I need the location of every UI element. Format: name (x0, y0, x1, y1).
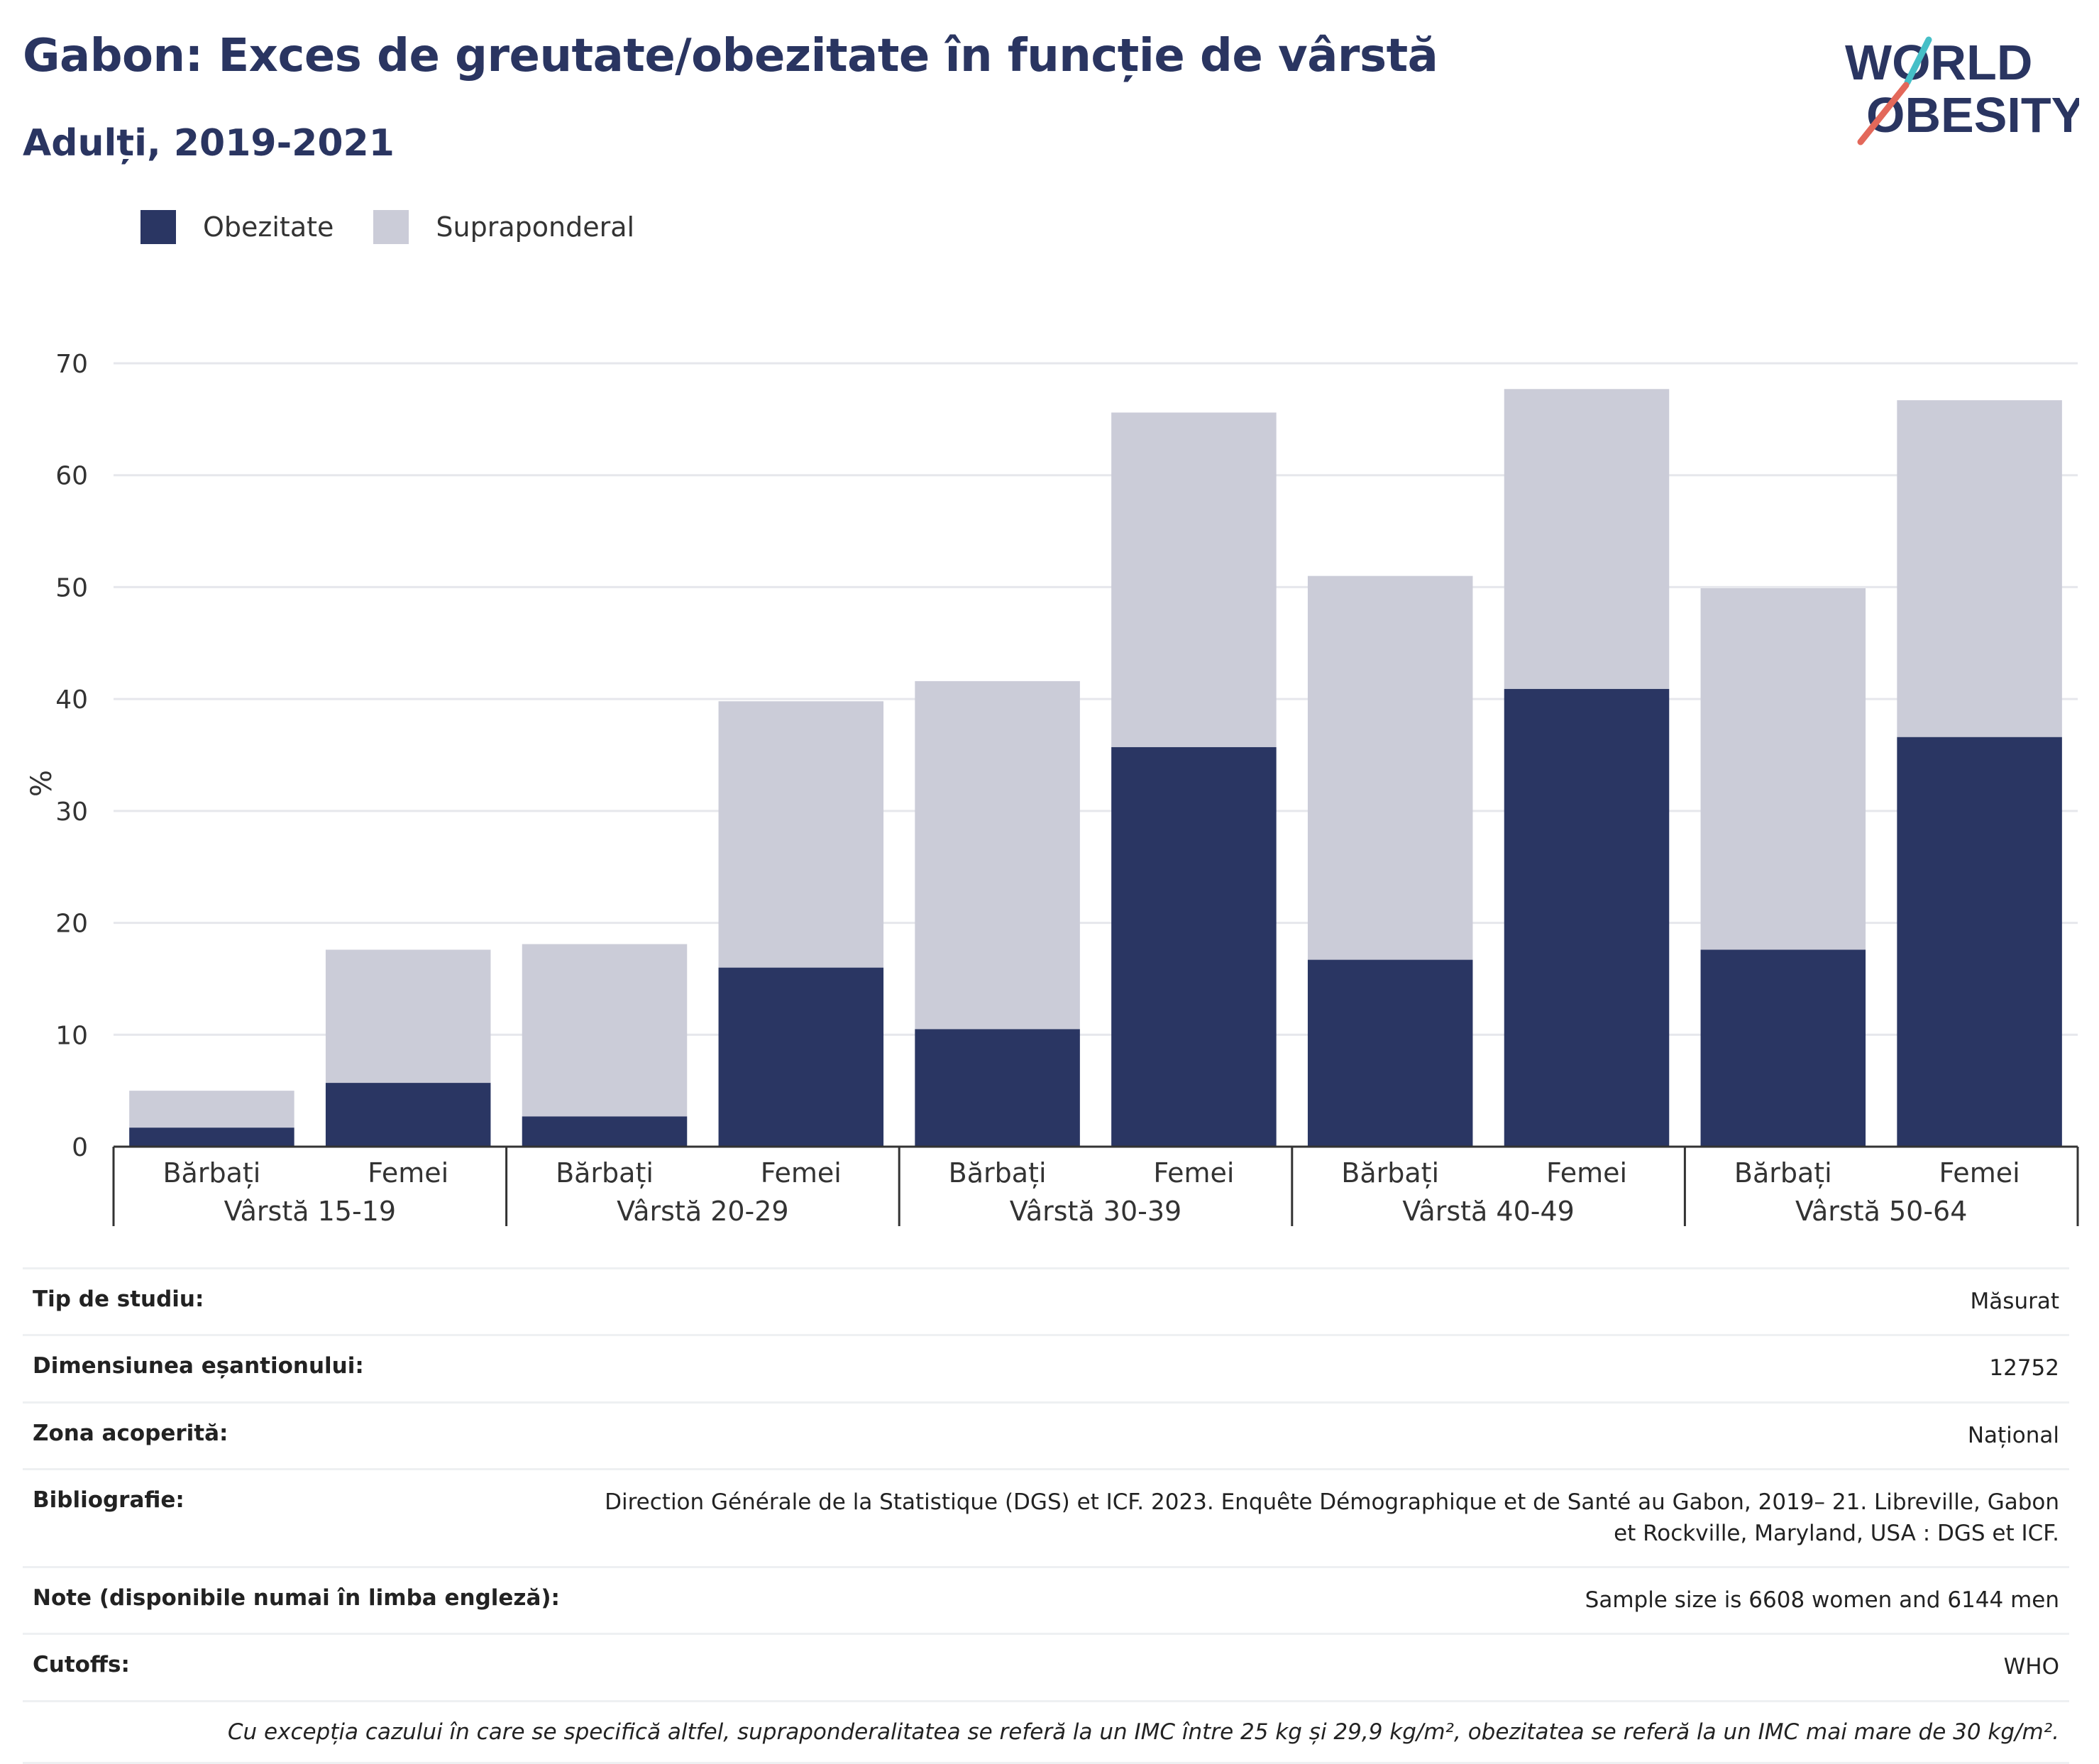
x-group-label: Vârstă 50-64 (1795, 1196, 1967, 1227)
metadata-row: Zona acoperită: Național (23, 1401, 2069, 1470)
metadata-label: Zona acoperită: (23, 1401, 570, 1470)
x-tick-label-sex: Bărbați (1734, 1157, 1832, 1189)
bar-obesity[interactable] (1111, 746, 1277, 1147)
x-tick-label-sex: Femei (1546, 1157, 1627, 1189)
x-tick-label-sex: Bărbați (949, 1157, 1047, 1189)
bar-obesity[interactable] (1897, 737, 2062, 1147)
x-tick-label-sex: Bărbați (162, 1157, 260, 1189)
logo-slash-top (1904, 36, 1932, 86)
bar-obesity[interactable] (522, 1116, 688, 1147)
y-tick-label: 30 (55, 798, 88, 827)
x-tick-label-sex: Femei (368, 1157, 448, 1189)
stacked-bar-chart: 0 10 20 30 40 50 60 70% Bărbați Femei Vârstă 15-19… (26, 350, 2079, 1227)
metadata-row: Cutoffs: WHO (23, 1633, 2069, 1702)
logo-text-world: WORLD (1845, 35, 2032, 90)
x-group-label: Vârstă 15-19 (224, 1196, 396, 1227)
x-tick-label-sex: Bărbați (1341, 1157, 1439, 1189)
bar-obesity[interactable] (718, 967, 884, 1147)
logo-text-obesity: OBESITY (1866, 87, 2079, 143)
bar-obesity[interactable] (1504, 688, 1670, 1147)
bar-overweight[interactable] (129, 1091, 294, 1128)
bar-overweight[interactable] (522, 944, 688, 1117)
y-tick-label: 60 (55, 462, 88, 491)
metadata-value: 12752 (569, 1334, 2069, 1403)
legend-item-overweight[interactable]: Supraponderal (373, 210, 634, 244)
bar-overweight[interactable] (1307, 575, 1473, 960)
metadata-value: Direction Générale de la Statistique (DG… (569, 1468, 2069, 1567)
bar-overweight[interactable] (325, 949, 491, 1084)
metadata-row: Tip de studiu: Măsurat (23, 1267, 2069, 1335)
bar-overweight[interactable] (1111, 412, 1277, 747)
metadata-label: Cutoffs: (23, 1633, 570, 1702)
y-tick-label: 40 (55, 685, 88, 715)
bar-obesity[interactable] (1700, 949, 1866, 1147)
metadata-table: Tip de studiu: Măsurat Dimensiunea eșantio… (23, 1267, 2069, 1764)
x-tick-label-sex: Bărbați (556, 1157, 654, 1189)
metadata-label: Note (disponibile numai în limba engleză… (23, 1565, 570, 1634)
metadata-row: Note (disponibile numai în limba engleză… (23, 1565, 2069, 1634)
bar-obesity[interactable] (1307, 959, 1473, 1147)
x-tick-label-sex: Femei (1153, 1157, 1234, 1189)
metadata-value: WHO (569, 1633, 2069, 1702)
legend-swatch-overweight (373, 210, 409, 244)
legend-swatch-obesity (141, 210, 176, 244)
footnote-row: Cu excepția cazului în care se specifică… (23, 1699, 2069, 1764)
bar-obesity[interactable] (915, 1029, 1080, 1147)
x-group-label: Vârstă 30-39 (1010, 1196, 1181, 1227)
bar-overweight[interactable] (1504, 389, 1670, 689)
y-tick-label: 10 (55, 1021, 88, 1050)
bar-overweight[interactable] (1700, 588, 1866, 950)
metadata-value: Sample size is 6608 women and 6144 men (569, 1565, 2069, 1634)
y-tick-label: 70 (55, 350, 88, 379)
y-axis-label: % (26, 770, 58, 797)
x-tick-label-sex: Femei (761, 1157, 842, 1189)
metadata-label: Tip de studiu: (23, 1267, 570, 1335)
metadata-label: Bibliografie: (23, 1468, 570, 1567)
x-group-label: Vârstă 20-29 (617, 1196, 788, 1227)
metadata-label: Dimensiunea eșantionului: (23, 1334, 570, 1403)
y-tick-label: 20 (55, 910, 88, 939)
metadata-row: Bibliografie: Direction Générale de la St… (23, 1468, 2069, 1567)
bar-overweight[interactable] (915, 680, 1080, 1030)
logo-slash-bottom (1857, 82, 1910, 145)
bar-overweight[interactable] (1897, 400, 2062, 737)
metadata-value: Național (569, 1401, 2069, 1470)
chart-subtitle: Adulți, 2019-2021 (23, 122, 395, 165)
y-tick-label: 0 (72, 1133, 88, 1162)
world-obesity-logo: WORLD OBESITY (1845, 35, 2079, 145)
bar-obesity[interactable] (129, 1128, 294, 1147)
bar-overweight[interactable] (718, 701, 884, 968)
chart-title: Gabon: Exces de greutate/obezitate în fu… (23, 30, 1438, 82)
bar-obesity[interactable] (325, 1083, 491, 1147)
x-group-label: Vârstă 40-49 (1402, 1196, 1574, 1227)
legend-item-obesity[interactable]: Obezitate (141, 210, 334, 244)
legend-label-obesity: Obezitate (203, 211, 334, 243)
y-tick-label: 50 (55, 573, 88, 602)
footnote: Cu excepția cazului în care se specifică… (23, 1699, 2069, 1764)
metadata-value: Măsurat (569, 1267, 2069, 1335)
metadata-row: Dimensiunea eșantionului: 12752 (23, 1334, 2069, 1403)
legend-label-overweight: Supraponderal (436, 211, 635, 243)
x-tick-label-sex: Femei (1939, 1157, 2020, 1189)
legend: Obezitate Supraponderal (141, 210, 674, 244)
